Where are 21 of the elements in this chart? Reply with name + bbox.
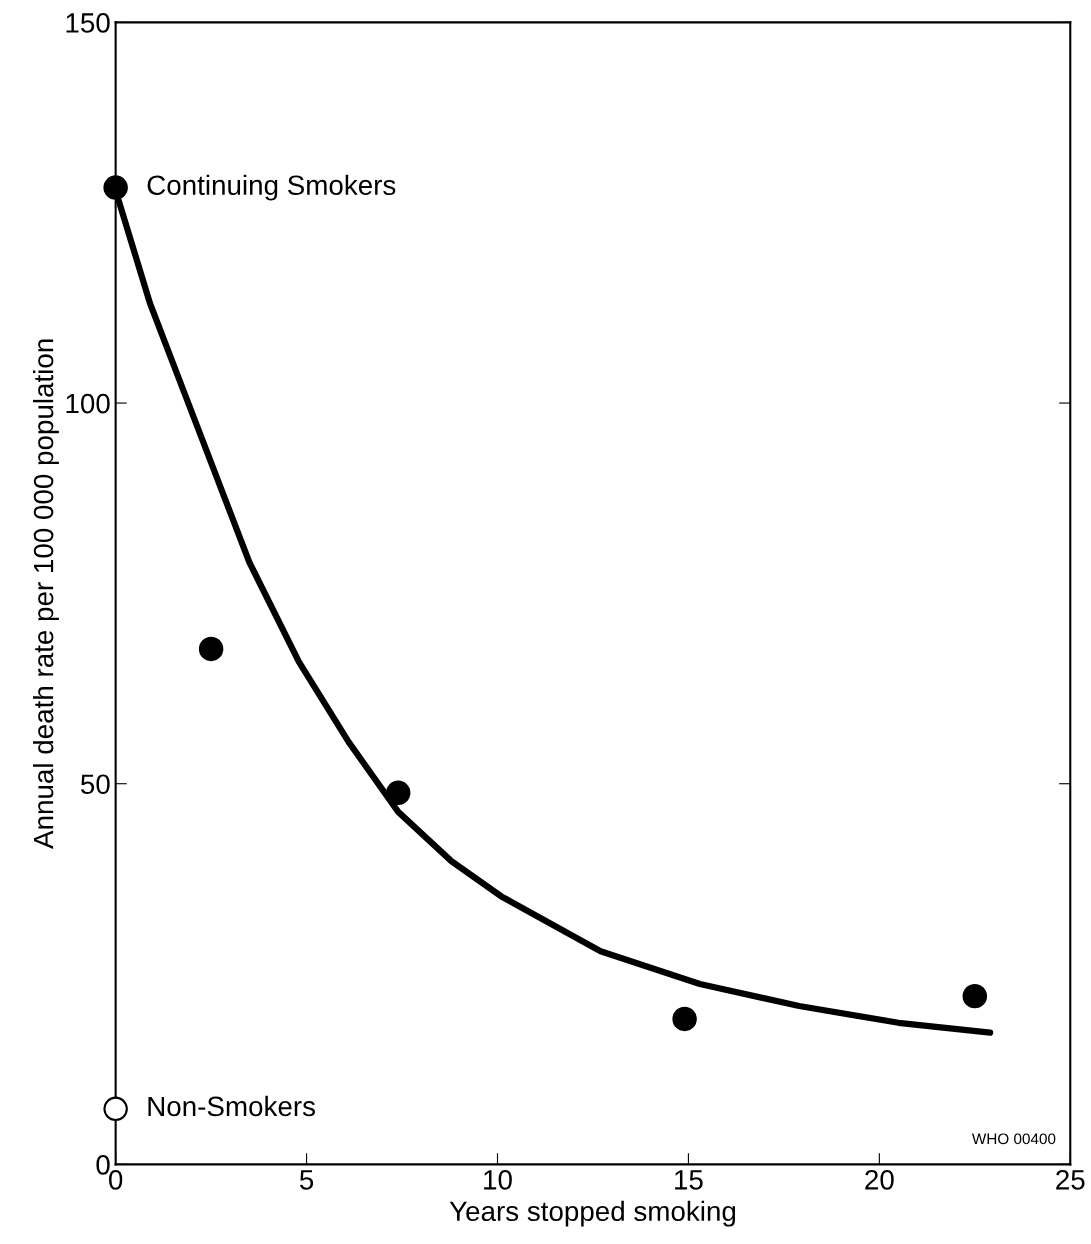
x-axis-title: Years stopped smoking — [449, 1200, 736, 1227]
y-tick-label: 0 — [96, 1155, 110, 1175]
y-tick-label: 150 — [66, 13, 110, 33]
y-axis-title: Annual death rate per 100 000 population — [32, 339, 59, 849]
x-tick-label: 25 — [1056, 1169, 1085, 1190]
point — [385, 780, 411, 806]
point — [103, 175, 128, 200]
y-tick-label: 50 — [81, 774, 110, 795]
x-tick-label: 20 — [865, 1169, 894, 1190]
annotation: Continuing Smokers — [147, 174, 396, 201]
annotation: Non-Smokers — [148, 1095, 315, 1117]
annotation: WHO 00400 — [971, 1133, 1056, 1145]
point — [962, 983, 988, 1009]
x-tick-label: 10 — [484, 1169, 512, 1190]
y-tick-label: 100 — [66, 393, 110, 414]
x-tick-label: 15 — [675, 1170, 703, 1190]
point — [672, 1006, 697, 1032]
point — [198, 636, 224, 662]
point — [103, 1096, 128, 1122]
x-tick-label: 5 — [299, 1170, 314, 1190]
x-tick-label: 0 — [109, 1169, 123, 1190]
